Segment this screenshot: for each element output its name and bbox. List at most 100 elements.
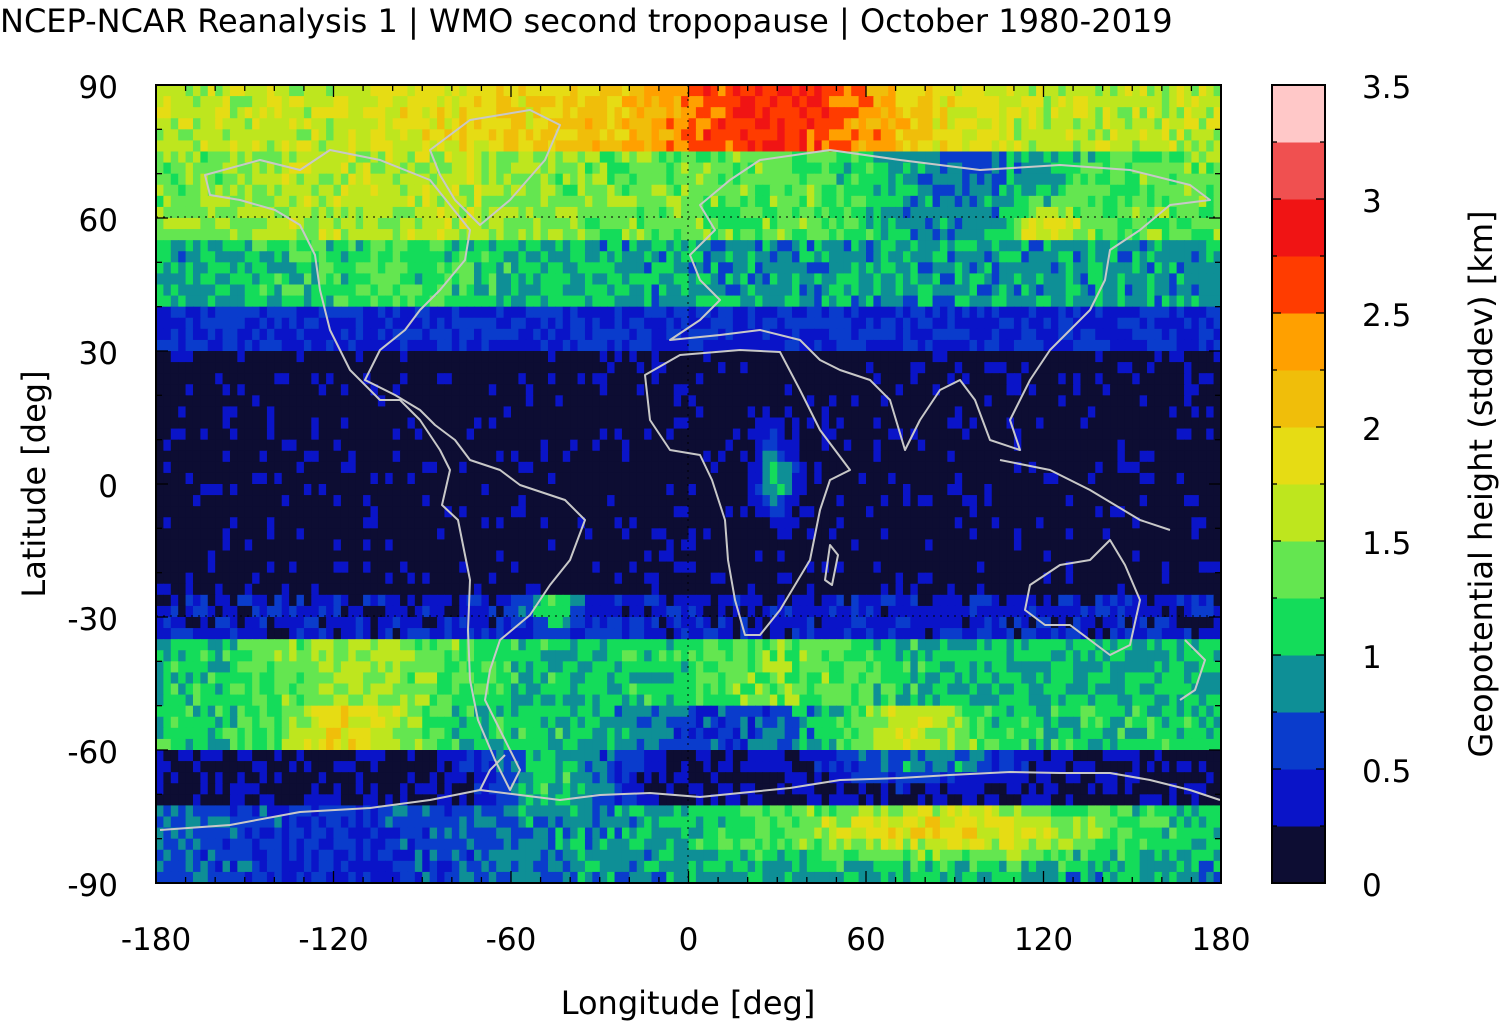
- heatmap-cell: [562, 351, 571, 363]
- heatmap-cell: [414, 262, 423, 275]
- heatmap-cell: [377, 206, 386, 219]
- heatmap-cell: [858, 384, 867, 396]
- heatmap-cell: [584, 107, 593, 119]
- heatmap-cell: [1013, 284, 1022, 297]
- heatmap-cell: [488, 140, 497, 153]
- heatmap-cell: [673, 306, 682, 319]
- heatmap-cell: [252, 384, 261, 396]
- heatmap-cell: [651, 439, 660, 452]
- heatmap-cell: [732, 162, 741, 175]
- heatmap-cell: [570, 218, 579, 230]
- heatmap-cell: [488, 284, 497, 297]
- heatmap-cell: [969, 195, 978, 208]
- heatmap-cell: [1028, 218, 1037, 230]
- heatmap-cell: [1043, 262, 1052, 275]
- heatmap-cell: [1013, 328, 1022, 341]
- heatmap-cell: [570, 118, 579, 130]
- heatmap-cell: [444, 229, 453, 241]
- heatmap-cell: [451, 107, 460, 119]
- heatmap-cell: [658, 362, 667, 374]
- heatmap-cell: [614, 151, 623, 164]
- heatmap-cell: [1050, 173, 1059, 186]
- heatmap-cell: [976, 428, 985, 441]
- heatmap-cell: [1147, 229, 1156, 241]
- heatmap-cell: [1213, 406, 1221, 419]
- heatmap-cell: [570, 373, 579, 385]
- heatmap-cell: [932, 295, 941, 308]
- heatmap-cell: [658, 295, 667, 308]
- heatmap-cell: [444, 317, 453, 330]
- heatmap-cell: [156, 439, 164, 452]
- heatmap-cell: [363, 428, 372, 441]
- heatmap-cell: [451, 417, 460, 430]
- heatmap-cell: [1058, 229, 1067, 241]
- heatmap-cell: [902, 251, 911, 263]
- heatmap-cell: [851, 295, 860, 308]
- heatmap-cell: [991, 295, 1000, 308]
- heatmap-cell: [200, 306, 209, 319]
- heatmap-cell: [1050, 240, 1059, 252]
- heatmap-cell: [1043, 195, 1052, 208]
- heatmap-cell: [1139, 395, 1148, 408]
- heatmap-cell: [178, 151, 187, 164]
- heatmap-cell: [525, 362, 534, 374]
- heatmap-cell: [1169, 428, 1178, 441]
- heatmap-cell: [540, 273, 549, 286]
- heatmap-cell: [836, 439, 845, 452]
- heatmap-cell: [577, 417, 586, 430]
- heatmap-cell: [170, 129, 179, 142]
- heatmap-cell: [229, 218, 238, 230]
- heatmap-cell: [1198, 151, 1207, 164]
- heatmap-cell: [281, 273, 290, 286]
- heatmap-cell: [488, 107, 497, 119]
- heatmap-cell: [636, 406, 645, 419]
- heatmap-cell: [400, 362, 409, 374]
- heatmap-cell: [1206, 195, 1215, 208]
- heatmap-cell: [488, 339, 497, 352]
- heatmap-cell: [1102, 118, 1111, 130]
- heatmap-cell: [1110, 395, 1119, 408]
- heatmap-cell: [681, 384, 690, 396]
- heatmap-cell: [370, 284, 379, 297]
- heatmap-cell: [991, 118, 1000, 130]
- heatmap-cell: [866, 461, 874, 474]
- heatmap-cell: [703, 184, 712, 197]
- heatmap-cell: [769, 284, 778, 297]
- heatmap-cell: [1087, 306, 1096, 319]
- heatmap-cell: [784, 96, 793, 108]
- heatmap-cell: [917, 450, 926, 463]
- heatmap-cell: [562, 251, 571, 263]
- heatmap-cell: [311, 317, 320, 330]
- heatmap-cell: [806, 206, 815, 219]
- heatmap-cell: [170, 351, 179, 363]
- heatmap-cell: [333, 140, 342, 153]
- heatmap-cell: [511, 240, 519, 252]
- heatmap-cell: [666, 306, 675, 319]
- heatmap-cell: [991, 317, 1000, 330]
- heatmap-cell: [1065, 195, 1074, 208]
- heatmap-cell: [1161, 351, 1170, 363]
- heatmap-cell: [592, 461, 601, 474]
- heatmap-cell: [651, 295, 660, 308]
- heatmap-cell: [806, 384, 815, 396]
- heatmap-cell: [1206, 395, 1215, 408]
- heatmap-cell: [666, 339, 675, 352]
- heatmap-cell: [599, 428, 608, 441]
- heatmap-cell: [370, 118, 379, 130]
- heatmap-cell: [156, 373, 164, 385]
- heatmap-cell: [1021, 284, 1030, 297]
- heatmap-cell: [1198, 373, 1207, 385]
- heatmap-cell: [777, 107, 786, 119]
- heatmap-cell: [740, 262, 749, 275]
- heatmap-cell: [1191, 306, 1200, 319]
- heatmap-cell: [969, 450, 978, 463]
- heatmap-cell: [725, 395, 734, 408]
- heatmap-cell: [503, 317, 512, 330]
- heatmap-cell: [340, 328, 349, 341]
- heatmap-cell: [1021, 339, 1030, 352]
- heatmap-cell: [1198, 162, 1207, 175]
- heatmap-cell: [732, 85, 741, 97]
- heatmap-cell: [584, 229, 593, 241]
- heatmap-cell: [185, 406, 194, 419]
- heatmap-cell: [984, 107, 993, 119]
